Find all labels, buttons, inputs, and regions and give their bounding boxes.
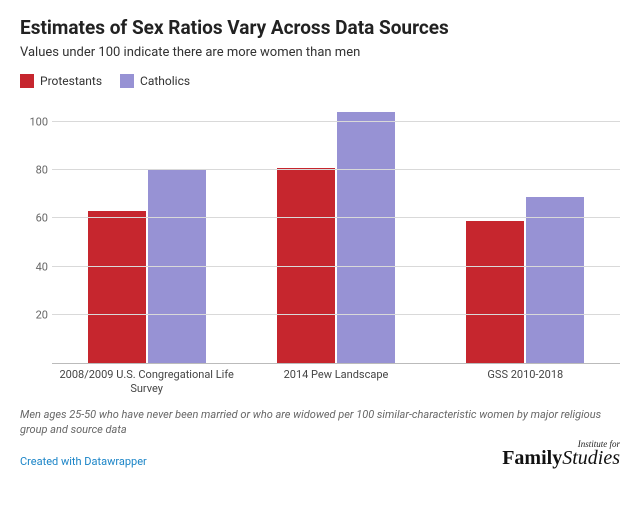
legend-label: Protestants bbox=[40, 74, 102, 88]
brand-logo: Institute for FamilyStudies bbox=[502, 440, 620, 468]
plot-area: 20406080100 bbox=[52, 98, 620, 364]
legend-swatch bbox=[120, 74, 134, 88]
x-tick-label: 2014 Pew Landscape bbox=[241, 366, 430, 398]
chart-subtitle: Values under 100 indicate there are more… bbox=[20, 45, 620, 60]
y-tick-label: 100 bbox=[20, 116, 48, 129]
x-tick-label: 2008/2009 U.S. Congregational Life Surve… bbox=[52, 366, 241, 398]
legend-swatch bbox=[20, 74, 34, 88]
y-tick-label: 20 bbox=[20, 308, 48, 321]
y-tick-label: 40 bbox=[20, 260, 48, 273]
legend-label: Catholics bbox=[140, 74, 190, 88]
y-tick-label: 80 bbox=[20, 164, 48, 177]
brand-family-text: Family bbox=[502, 447, 562, 469]
bar bbox=[526, 197, 584, 363]
bar-groups bbox=[52, 98, 620, 363]
datawrapper-credit[interactable]: Created with Datawrapper bbox=[20, 455, 147, 468]
chart: 20406080100 2008/2009 U.S. Congregationa… bbox=[20, 98, 620, 398]
bar-group bbox=[241, 98, 430, 363]
footnote: Men ages 25-50 who have never been marri… bbox=[20, 408, 620, 438]
bar bbox=[88, 211, 146, 363]
brand-studies-text: Studies bbox=[562, 447, 620, 469]
x-axis-labels: 2008/2009 U.S. Congregational Life Surve… bbox=[52, 366, 620, 398]
bar-group bbox=[431, 98, 620, 363]
legend: Protestants Catholics bbox=[20, 74, 620, 88]
gridline bbox=[52, 314, 620, 315]
bar bbox=[148, 170, 206, 363]
bar bbox=[337, 112, 395, 363]
gridline bbox=[52, 217, 620, 218]
bar bbox=[466, 221, 524, 363]
legend-item: Protestants bbox=[20, 74, 102, 88]
legend-item: Catholics bbox=[120, 74, 190, 88]
chart-title: Estimates of Sex Ratios Vary Across Data… bbox=[20, 16, 620, 39]
gridline bbox=[52, 169, 620, 170]
gridline bbox=[52, 266, 620, 267]
x-tick-label: GSS 2010-2018 bbox=[431, 366, 620, 398]
y-tick-label: 60 bbox=[20, 212, 48, 225]
gridline bbox=[52, 121, 620, 122]
bar-group bbox=[52, 98, 241, 363]
